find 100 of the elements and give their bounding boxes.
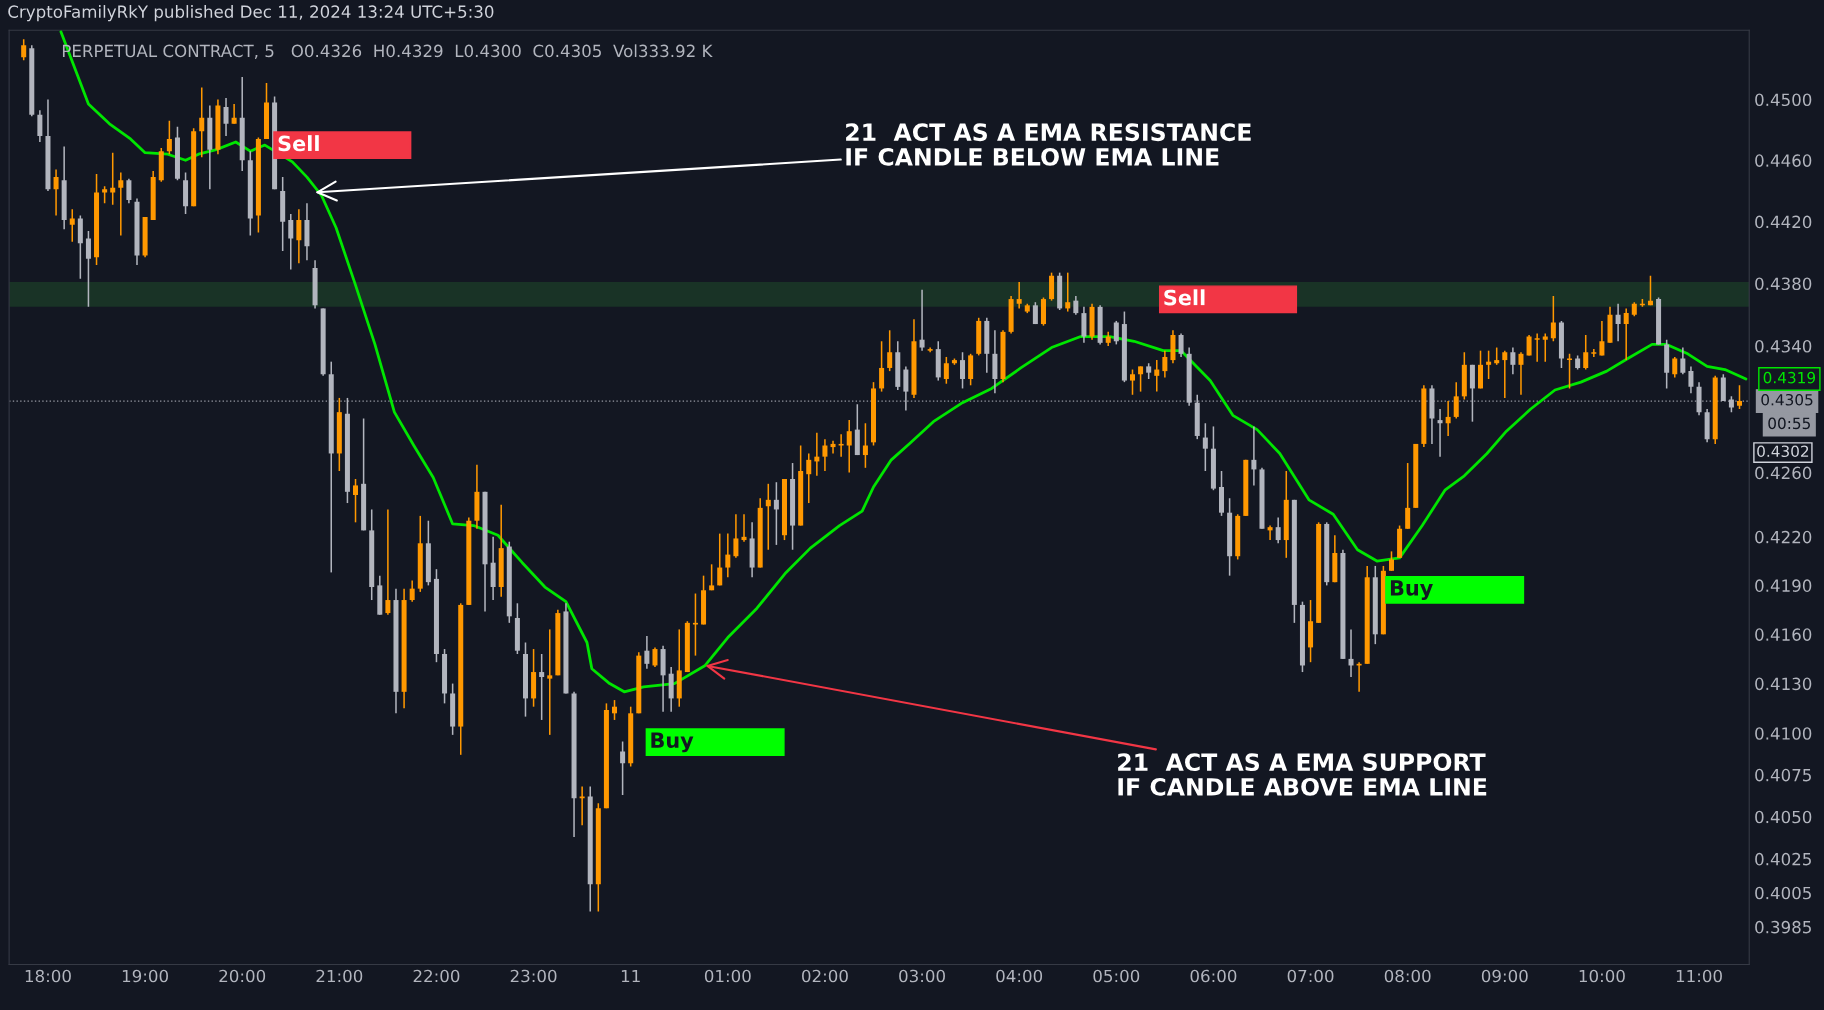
- candlestick: [199, 86, 205, 159]
- candlestick: [296, 208, 302, 265]
- candlestick: [1518, 351, 1524, 396]
- candlestick: [166, 119, 172, 155]
- y-tick-label: 0.4260: [1755, 466, 1812, 480]
- x-tick-label: 08:00: [1384, 969, 1431, 983]
- candlestick: [773, 481, 779, 546]
- candlestick: [1623, 307, 1629, 361]
- candlestick: [1113, 320, 1119, 346]
- candlestick: [1599, 320, 1605, 357]
- candlestick: [1478, 349, 1484, 390]
- candlestick: [644, 635, 650, 670]
- candlestick: [1348, 628, 1354, 678]
- y-tick-label: 0.4220: [1755, 530, 1812, 544]
- candlestick: [1267, 524, 1273, 541]
- x-tick-label: 11: [621, 969, 640, 983]
- y-tick-label: 0.4340: [1755, 339, 1812, 353]
- y-tick-label: 0.4500: [1755, 93, 1812, 107]
- y-tick-label: 0.4420: [1755, 215, 1812, 229]
- candlestick: [1736, 384, 1743, 410]
- annotation: 0.4319: [1763, 371, 1816, 384]
- candlestick: [1178, 332, 1184, 358]
- candlestick: [547, 628, 553, 736]
- candlestick: [1437, 408, 1443, 458]
- y-tick-label: 0.4100: [1755, 727, 1812, 740]
- candlestick: [919, 288, 925, 352]
- candlestick: [692, 592, 698, 657]
- candlestick: [1275, 516, 1281, 545]
- y-tick-label: 0.4380: [1755, 277, 1812, 291]
- candlestick: [1510, 346, 1516, 376]
- candlestick: [1486, 349, 1492, 380]
- candlestick: [1688, 365, 1694, 394]
- ref-line-label: 0.4305: [1761, 393, 1813, 406]
- x-tick-label: 18:00: [25, 969, 71, 983]
- candlestick: [1453, 381, 1459, 420]
- candlestick: [385, 508, 391, 616]
- candlestick: [37, 109, 43, 143]
- candlestick: [1680, 346, 1686, 376]
- candlestick: [1550, 295, 1556, 343]
- candlestick: [830, 439, 836, 455]
- candlestick: [822, 438, 828, 472]
- candlestick: [21, 38, 27, 62]
- candlestick: [1542, 332, 1548, 363]
- x-tick-label: 22:00: [413, 969, 460, 983]
- candlestick: [1720, 373, 1726, 402]
- candlestick: [1388, 550, 1394, 572]
- candlestick: [741, 513, 747, 543]
- candlestick: [943, 356, 949, 385]
- candlestick: [85, 230, 91, 308]
- y-tick-label: 0.4160: [1755, 628, 1812, 641]
- candlestick: [620, 740, 626, 796]
- candlestick: [862, 422, 868, 469]
- candlestick: [1583, 334, 1589, 371]
- y-tick-label: 0.4075: [1755, 768, 1811, 782]
- candlestick: [1129, 368, 1135, 396]
- y-tick-label: 0.4130: [1755, 677, 1812, 691]
- y-tick-label: 0.4460: [1755, 154, 1812, 167]
- annotation: Sell: [1164, 289, 1205, 306]
- candlestick: [612, 699, 618, 721]
- x-tick-label: 19:00: [122, 969, 168, 983]
- candlestick: [353, 478, 359, 524]
- candlestick: [1202, 422, 1208, 472]
- candlestick: [126, 177, 132, 204]
- candlestick: [1154, 359, 1160, 393]
- candlestick: [1162, 349, 1168, 379]
- annotation: Sell: [278, 135, 319, 152]
- candlestick: [887, 329, 893, 372]
- candlestick: [717, 532, 723, 587]
- candlestick: [409, 579, 415, 603]
- y-tick-label: 0.4025: [1755, 852, 1811, 866]
- x-tick-label: 06:00: [1190, 969, 1237, 983]
- candlestick: [879, 340, 885, 393]
- candlestick: [968, 353, 974, 387]
- candlestick: [903, 365, 909, 412]
- annotation: 21 ACT AS A EMA RESISTANCE IF CANDLE BELOW EMA LINE: [846, 123, 1251, 166]
- text: CryptoFamilyRkY published Dec 11, 2024 13:24 UTC+5:30: [8, 5, 494, 22]
- x-tick-label: 01:00: [704, 969, 751, 983]
- y-tick-label: 0.4050: [1755, 810, 1812, 824]
- candlestick: [806, 452, 812, 504]
- candlestick: [231, 103, 237, 125]
- candlestick: [53, 168, 59, 217]
- candlestick: [1445, 400, 1451, 437]
- annotation: Buy: [651, 732, 694, 753]
- candlestick: [733, 513, 739, 559]
- x-tick-label: 04:00: [996, 969, 1043, 983]
- candlestick: [838, 433, 844, 458]
- x-tick-label: 23:00: [510, 969, 557, 983]
- candlestick: [69, 208, 75, 243]
- candlestick: [652, 646, 658, 668]
- y-tick-label: 0.4190: [1755, 579, 1812, 592]
- x-tick-label: 20:00: [219, 969, 266, 983]
- candlestick: [1469, 364, 1475, 423]
- x-tick-label: 02:00: [802, 969, 848, 983]
- candlestick: [1251, 425, 1257, 487]
- y-tick-label: 0.4005: [1755, 886, 1811, 900]
- y-tick-label: 0.3985: [1755, 920, 1811, 934]
- candlestick: [1615, 302, 1621, 343]
- x-tick-label: 09:00: [1481, 969, 1528, 983]
- candlestick: [1073, 295, 1079, 316]
- annotation: 21 ACT AS A EMA SUPPORT IF CANDLE ABOVE EMA LINE: [1118, 753, 1487, 796]
